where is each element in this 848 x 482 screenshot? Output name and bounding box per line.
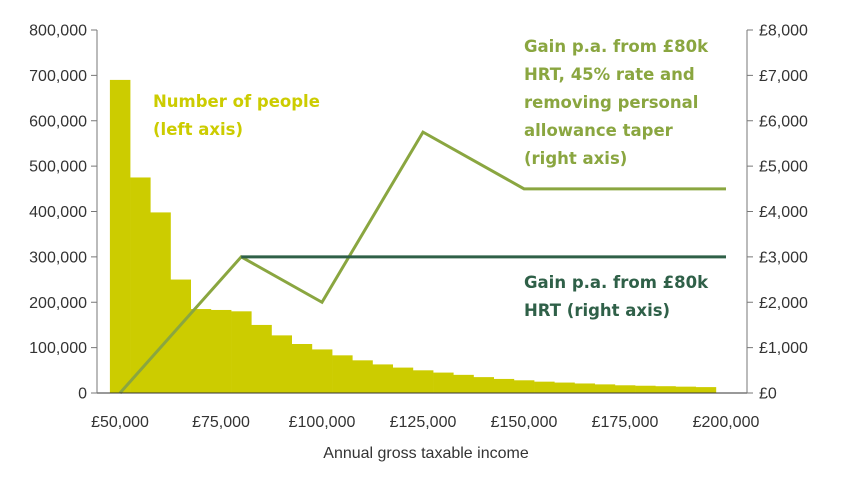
- bars-legend-label-line: Number of people: [153, 92, 320, 111]
- bars-legend-label: Number of people (left axis): [153, 92, 320, 139]
- histogram-bar: [675, 386, 696, 393]
- series-1-legend-label-line: allowance taper: [524, 121, 674, 140]
- left-tick-label: 400,000: [29, 204, 87, 221]
- histogram-bar: [695, 387, 717, 393]
- left-tick-label: 200,000: [29, 295, 87, 312]
- x-tick-label: £100,000: [289, 414, 356, 431]
- histogram-bar: [614, 385, 636, 393]
- histogram-bar: [109, 79, 131, 393]
- histogram-bar: [493, 378, 515, 393]
- bars-legend-label-line: (left axis): [153, 120, 243, 139]
- series-2-legend-label-line: HRT (right axis): [524, 301, 670, 320]
- histogram-bar: [453, 374, 474, 393]
- histogram-bar: [473, 377, 494, 393]
- series-1-legend-label-line: HRT, 45% rate and: [524, 65, 695, 84]
- x-tick-label: £200,000: [693, 414, 760, 431]
- histogram-bar: [332, 355, 353, 393]
- right-tick-label: £4,000: [759, 204, 808, 221]
- histogram-bar: [635, 385, 656, 393]
- histogram-bar: [352, 360, 373, 393]
- histogram-bar: [594, 384, 616, 393]
- histogram-bar: [170, 279, 191, 393]
- series-1-legend-label-line: removing personal: [524, 93, 698, 112]
- left-tick-label: 0: [78, 386, 87, 403]
- histogram-bar: [554, 382, 575, 393]
- right-tick-label: £8,000: [759, 23, 808, 40]
- histogram-bar: [231, 311, 252, 393]
- x-tick-label: £125,000: [390, 414, 457, 431]
- annotations: Number of people (left axis) Gain p.a. fro…: [153, 37, 709, 320]
- series-2-legend-label-line: Gain p.a. from £80k: [524, 273, 709, 292]
- x-tick-label: £150,000: [491, 414, 558, 431]
- x-axis-title: Annual gross taxable income: [323, 445, 529, 462]
- line-gain-hrt-45-taper: [118, 130, 726, 394]
- histogram-bar: [150, 212, 171, 393]
- histogram-bar: [251, 324, 272, 393]
- axes: 0 £0 100,000 £1,000 200,000 £2,000 300,000 £3,0…: [29, 23, 808, 432]
- histogram-bar: [210, 309, 232, 393]
- right-tick-label: £7,000: [759, 68, 808, 85]
- histogram-bar: [412, 370, 434, 393]
- left-tick-label: 600,000: [29, 113, 87, 130]
- left-tick-label: 500,000: [29, 159, 87, 176]
- left-tick-label: 700,000: [29, 68, 87, 85]
- line-series: [118, 130, 726, 394]
- series-1-legend-label: Gain p.a. from £80k HRT, 45% rate and remo…: [524, 37, 709, 168]
- histogram-bar: [311, 349, 333, 393]
- series-2-legend-label: Gain p.a. from £80k HRT (right axis): [524, 273, 709, 320]
- x-tick-label: £50,000: [91, 414, 149, 431]
- histogram-bar: [655, 386, 676, 393]
- right-tick-label: £5,000: [759, 159, 808, 176]
- x-tick-label: £175,000: [592, 414, 659, 431]
- histogram-bar: [513, 380, 535, 393]
- histogram-bar: [372, 364, 393, 393]
- histogram-bar: [130, 177, 151, 393]
- x-tick-label: £75,000: [192, 414, 250, 431]
- series-1-legend-label-line: Gain p.a. from £80k: [524, 37, 709, 56]
- histogram-bar: [190, 309, 212, 393]
- right-tick-label: £6,000: [759, 113, 808, 130]
- left-tick-label: 800,000: [29, 23, 87, 40]
- histogram-bar: [271, 335, 292, 393]
- histogram-bar: [291, 343, 313, 393]
- histogram-bar: [433, 372, 454, 393]
- right-tick-label: £1,000: [759, 340, 808, 357]
- right-tick-label: £0: [759, 386, 777, 403]
- histogram-bars: [109, 79, 717, 393]
- histogram-bar: [534, 381, 555, 393]
- right-tick-label: £3,000: [759, 249, 808, 266]
- left-tick-label: 300,000: [29, 249, 87, 266]
- left-tick-label: 100,000: [29, 340, 87, 357]
- histogram-bar: [574, 383, 595, 393]
- histogram-bar: [392, 367, 414, 393]
- right-tick-label: £2,000: [759, 295, 808, 312]
- series-1-legend-label-line: (right axis): [524, 149, 627, 168]
